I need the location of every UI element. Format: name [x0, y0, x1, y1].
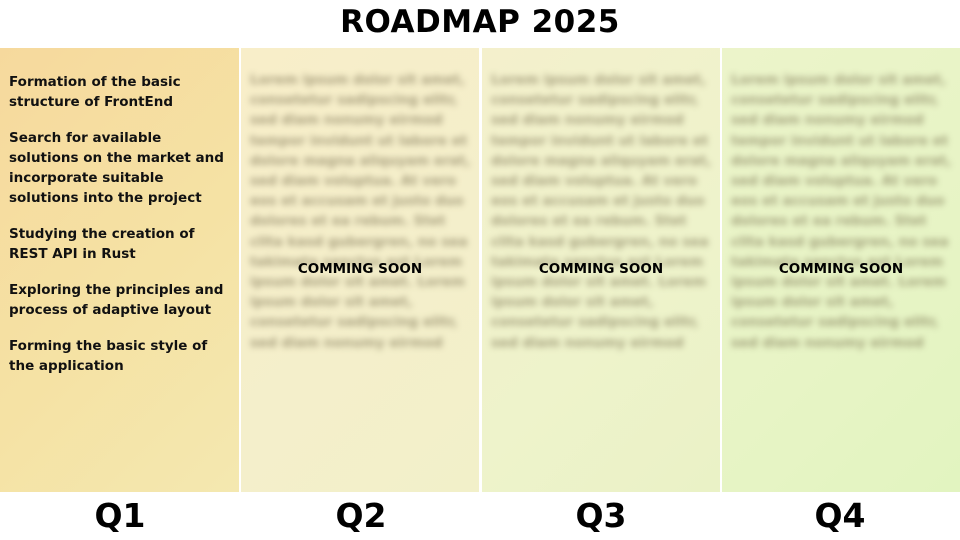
blurred-placeholder-text: Lorem ipsum dolor sit amet, consetetur s…: [250, 72, 471, 351]
page-title: ROADMAP 2025: [340, 4, 620, 40]
list-item: Formation of the basic structure of Fron…: [9, 74, 181, 110]
quarter-labels: Q1 Q2 Q3 Q4: [0, 492, 960, 540]
quarter-label-q1: Q1: [94, 496, 146, 535]
roadmap-columns: Formation of the basic structure of Fron…: [0, 48, 960, 492]
list-item: Exploring the principles and process of …: [9, 282, 224, 318]
coming-soon-label: COMMING SOON: [297, 261, 423, 277]
blurred-placeholder-text: Lorem ipsum dolor sit amet, consetetur s…: [491, 72, 712, 351]
list-item: Search for available solutions on the ma…: [9, 130, 224, 206]
q4-column: Lorem ipsum dolor sit amet, consetetur s…: [722, 48, 960, 492]
coming-soon-label: COMMING SOON: [538, 261, 664, 277]
quarter-label-q4: Q4: [814, 496, 866, 535]
q2-column: Lorem ipsum dolor sit amet, consetetur s…: [241, 48, 479, 492]
quarter-label-q2: Q2: [335, 496, 387, 535]
quarter-label-q3: Q3: [575, 496, 627, 535]
list-item: Studying the creation of REST API in Rus…: [9, 226, 195, 262]
q3-column: Lorem ipsum dolor sit amet, consetetur s…: [482, 48, 720, 492]
list-item: Forming the basic style of the applicati…: [9, 338, 208, 374]
q1-item-list: Formation of the basic structure of Fron…: [9, 72, 234, 392]
q1-column: Formation of the basic structure of Fron…: [0, 48, 239, 492]
blurred-placeholder-text: Lorem ipsum dolor sit amet, consetetur s…: [731, 72, 952, 351]
coming-soon-label: COMMING SOON: [778, 261, 904, 277]
